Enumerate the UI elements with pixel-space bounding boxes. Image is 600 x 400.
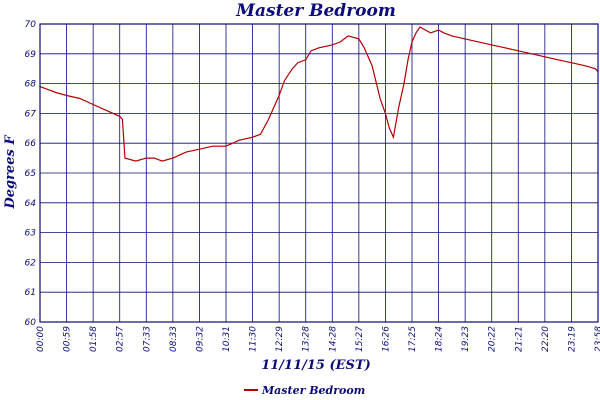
x-tick-label: 23:58 [594,326,600,352]
series-line-master-bedroom [39,26,599,162]
x-tick-label: 19:23 [461,326,471,352]
x-tick-label: 15:27 [355,326,365,352]
legend: Master Bedroom [244,384,365,397]
x-tick-label: 00:00 [36,326,46,352]
x-tick-label: 23:19 [567,326,577,352]
x-tick-label: 02:57 [116,326,126,352]
x-tick-label: 07:33 [142,326,152,352]
x-tick-label: 08:33 [169,326,179,352]
x-tick-label: 18:24 [435,326,445,352]
y-tick-label: 70 [25,20,37,30]
y-tick-label: 64 [25,199,37,209]
x-axis-title: 11/11/15 (EST) [261,358,371,373]
y-axis-title: Degrees F [3,135,18,210]
legend-label: Master Bedroom [261,384,365,397]
grid [39,23,599,323]
x-tick-label: 10:31 [222,326,232,352]
x-tick-label: 16:26 [381,326,391,352]
x-tick-label: 21:21 [514,326,524,352]
plot-frame [39,23,599,323]
y-tick-label: 68 [25,80,37,90]
y-tick-label: 62 [25,258,37,268]
y-tick-label: 65 [25,169,37,179]
x-tick-labels: 00:00 00:59 01:58 02:57 07:33 08:33 09:32 10:31… [36,326,600,352]
y-tick-label: 61 [25,288,36,298]
chart-title: Master Bedroom [235,1,396,21]
x-tick-label: 17:25 [408,326,418,352]
y-tick-label: 66 [25,139,37,149]
x-tick-label: 22:20 [541,326,551,352]
y-tick-label: 63 [25,229,37,239]
x-tick-label: 13:28 [302,326,312,352]
x-tick-label: 01:58 [89,326,99,352]
x-tick-label: 00:59 [63,326,73,352]
y-tick-label: 60 [25,318,37,328]
x-tick-label: 11:30 [249,326,259,352]
x-tick-label: 09:32 [195,326,205,352]
y-tick-labels: 60 61 62 63 64 65 66 67 68 69 70 [25,20,37,328]
x-tick-label: 12:29 [275,326,285,352]
y-tick-label: 67 [25,109,37,119]
x-tick-label: 14:28 [328,326,338,352]
y-tick-label: 69 [25,50,37,60]
x-tick-label: 20:22 [488,326,498,352]
